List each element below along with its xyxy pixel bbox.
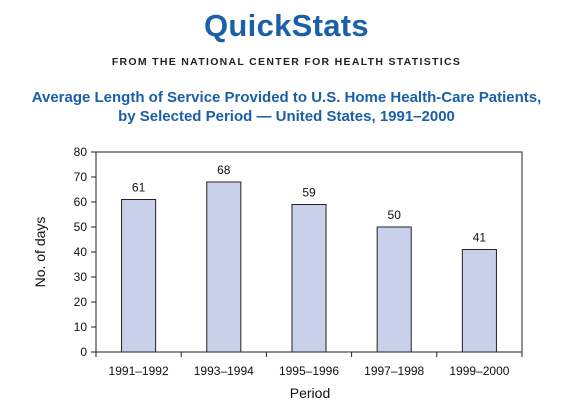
y-axis-label: No. of days: [32, 217, 48, 288]
chart-title-line-1: Average Length of Service Provided to U.…: [31, 89, 542, 106]
x-axis: 1991–1992 1993–1994 1995–1996 1997–1998 1999…: [95, 352, 523, 378]
bars: 61 68 59 50 41: [121, 163, 497, 353]
source-line: FROM THE NATIONAL CENTER FOR HEALTH STAT…: [111, 56, 462, 68]
y-tick-label: 10: [74, 320, 88, 334]
bar-value-label: 61: [132, 181, 146, 195]
y-tick-label: 30: [74, 270, 88, 284]
x-axis-label: Period: [290, 385, 330, 401]
y-tick-label: 40: [74, 245, 88, 259]
bar-value-label: 41: [473, 231, 487, 245]
y-axis: 0 10 20 30 40 50 60 70 80: [74, 145, 96, 359]
y-tick-label: 60: [74, 195, 88, 209]
x-tick-label: 1993–1994: [194, 364, 254, 378]
bar: [121, 199, 157, 353]
bar-value-label: 59: [302, 186, 316, 200]
y-tick-label: 0: [80, 345, 87, 359]
y-tick-label: 50: [74, 220, 88, 234]
y-tick-label: 70: [74, 170, 88, 184]
bar-value-label: 68: [217, 163, 231, 177]
bar: [461, 249, 497, 353]
bar-value-label: 50: [388, 208, 402, 222]
x-tick-label: 1991–1992: [109, 364, 169, 378]
chart-title-line-2: by Selected Period — United States, 1991…: [118, 108, 455, 125]
x-tick-label: 1995–1996: [279, 364, 339, 378]
y-tick-label: 20: [74, 295, 88, 309]
quickstats-brand: QuickStats: [204, 8, 369, 43]
bar: [291, 204, 327, 353]
x-tick-label: 1997–1998: [364, 364, 424, 378]
chart-title: Average Length of Service Provided to U.…: [0, 88, 573, 126]
bar: [376, 226, 412, 353]
bar: [206, 181, 242, 353]
y-tick-label: 80: [74, 145, 88, 159]
x-tick-label: 1999–2000: [449, 364, 509, 378]
